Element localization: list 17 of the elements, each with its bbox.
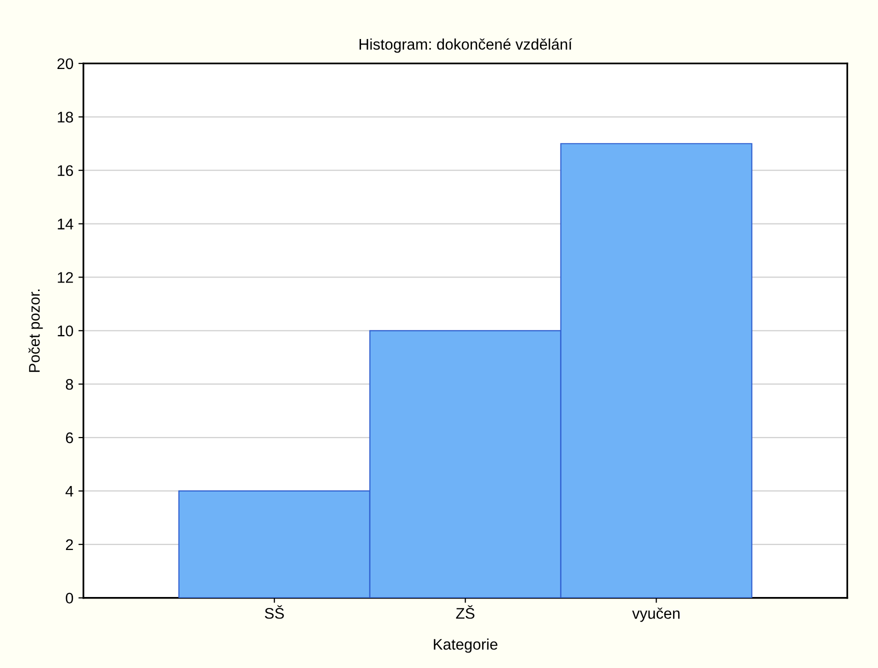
y-tick-label: 8 [66,378,74,390]
y-axis-title: Počet pozor. [28,290,43,372]
y-tick-label: 14 [58,218,74,230]
chart-title: Histogram: dokončené vzdělání [360,38,572,53]
y-tick-label: 2 [66,539,73,550]
y-tick-label: 18 [58,112,74,123]
y-tick-label: 16 [58,165,74,176]
y-tick-label: 10 [58,326,74,336]
y-tick-label: 6 [66,432,74,444]
y-tick-label: 4 [66,486,74,497]
x-axis-title: Kategorie [434,638,498,653]
x-tick-label: SŠ [264,605,284,619]
x-tick-label: ZŠ [456,605,474,619]
x-tick-label: vyučen [632,608,680,622]
y-tick-label: 12 [58,272,73,283]
y-tick-label: 20 [57,58,74,70]
y-tick-label: 0 [66,592,74,604]
